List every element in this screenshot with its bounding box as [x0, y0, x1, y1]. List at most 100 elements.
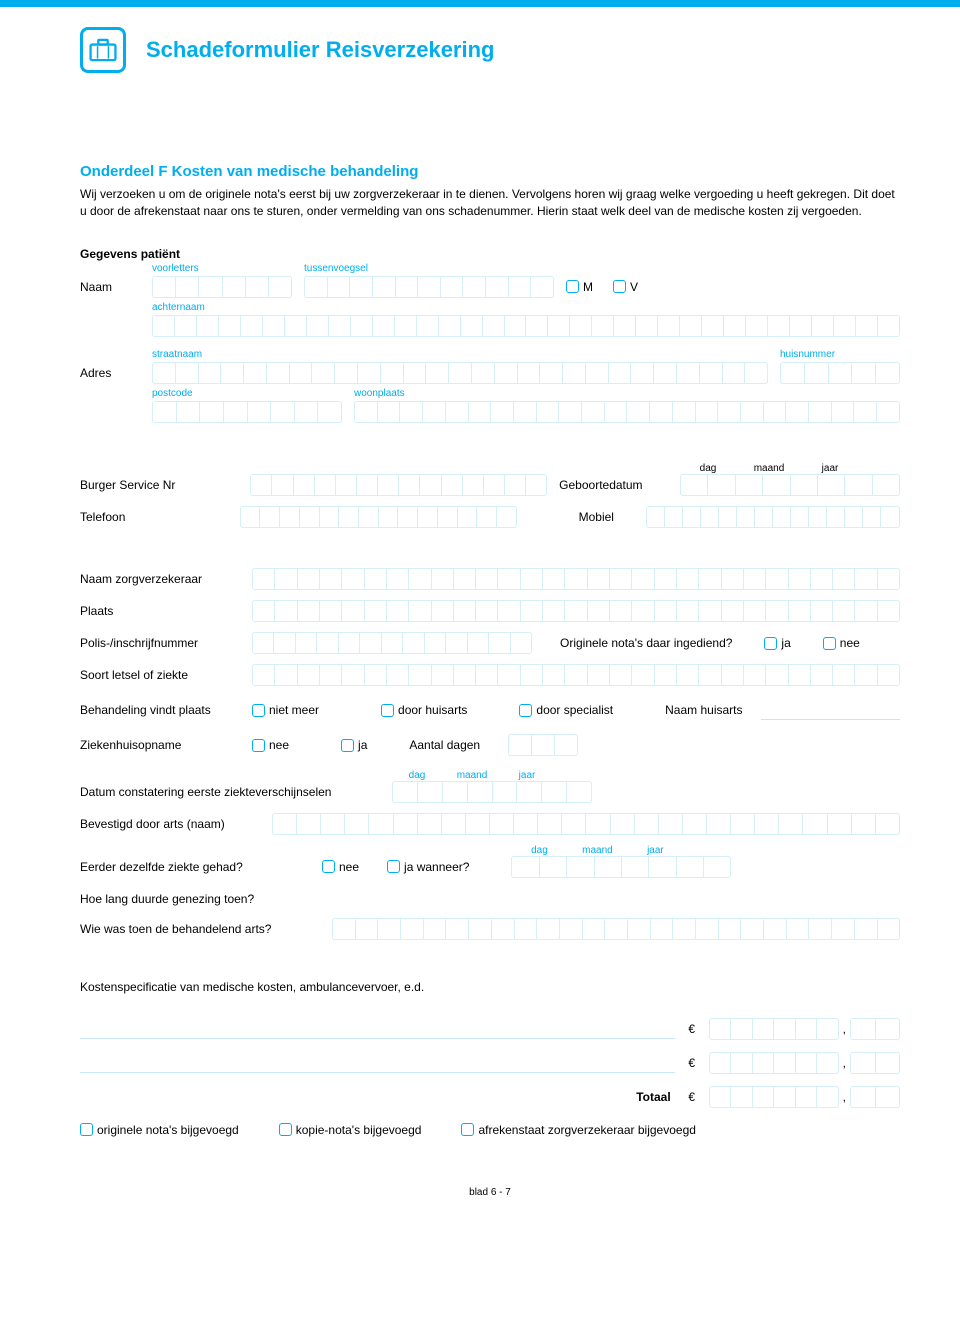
specialist-checkbox[interactable]: [519, 704, 532, 717]
ziekenhuisopname-row: Ziekenhuisopname nee ja Aantal dagen: [80, 734, 900, 756]
opname-nee-checkbox[interactable]: [252, 739, 265, 752]
jaar-label: jaar: [802, 463, 858, 474]
eerder-date-input[interactable]: [511, 856, 731, 878]
kopie-bijgevoegd-checkbox[interactable]: [279, 1123, 292, 1136]
bsn-input[interactable]: [250, 474, 547, 496]
postcode-input[interactable]: [152, 401, 342, 423]
name-row: Naam voorletters tussenvoegsel M V: [80, 263, 900, 298]
eerder-ja-checkbox[interactable]: [387, 860, 400, 873]
telefoon-input[interactable]: [240, 506, 517, 528]
plaats-input[interactable]: [252, 600, 900, 622]
gender-m-label: M: [583, 280, 593, 294]
postcode-row: postcode woonplaats: [80, 388, 900, 423]
achternaam-label: achternaam: [152, 302, 900, 313]
kostenspec-label: Kostenspecificatie van medische kosten, …: [80, 980, 900, 994]
gender-m-checkbox[interactable]: [566, 280, 579, 293]
postcode-label: postcode: [152, 388, 342, 399]
bevestigd-label: Bevestigd door arts (naam): [80, 817, 260, 835]
bsn-row: Burger Service Nr Geboortedatum dagmaand…: [80, 463, 900, 496]
amount-int-1[interactable]: [709, 1018, 839, 1040]
amount-dec-total[interactable]: [850, 1086, 900, 1108]
naam-huisarts-label: Naam huisarts: [665, 703, 742, 717]
wie-arts-input[interactable]: [332, 918, 900, 940]
hoelang-label: Hoe lang duurde genezing toen?: [80, 892, 254, 906]
hoelang-row: Hoe lang duurde genezing toen?: [80, 892, 900, 906]
originele-ingediend-label: Originele nota's daar ingediend?: [560, 636, 732, 650]
specialist-label: door specialist: [536, 703, 613, 717]
aantal-dagen-label: Aantal dagen: [409, 738, 480, 752]
page-footer: blad 6 - 7: [80, 1187, 900, 1198]
naam-huisarts-input[interactable]: [761, 700, 901, 720]
form-title: Schadeformulier Reisverzekering: [146, 37, 494, 63]
polis-input[interactable]: [252, 632, 532, 654]
cost-desc-1[interactable]: [80, 1019, 675, 1039]
afrekenstaat-bijgevoegd-label: afrekenstaat zorgverzekeraar bijgevoegd: [478, 1123, 695, 1137]
soort-letsel-input[interactable]: [252, 664, 900, 686]
voorletters-input[interactable]: [152, 276, 292, 298]
ingediend-ja-checkbox[interactable]: [764, 637, 777, 650]
attachments-row: originele nota's bijgevoegd kopie-nota's…: [80, 1122, 900, 1137]
gender-v-label: V: [630, 280, 638, 294]
zorgverzekeraar-row: Naam zorgverzekeraar: [80, 568, 900, 590]
maand-label-3: maand: [567, 845, 627, 856]
ingediend-nee-checkbox[interactable]: [823, 637, 836, 650]
wie-arts-row: Wie was toen de behandelend arts?: [80, 918, 900, 940]
huisarts-label: door huisarts: [398, 703, 467, 717]
amount-int-2[interactable]: [709, 1052, 839, 1074]
nietmeer-checkbox[interactable]: [252, 704, 265, 717]
bevestigd-row: Bevestigd door arts (naam): [80, 813, 900, 835]
amount-dec-1[interactable]: [850, 1018, 900, 1040]
plaats-row: Plaats: [80, 600, 900, 622]
eerder-row: Eerder dezelfde ziekte gehad? nee ja wan…: [80, 845, 900, 878]
amount-dec-2[interactable]: [850, 1052, 900, 1074]
cost-desc-2[interactable]: [80, 1053, 675, 1073]
soort-letsel-label: Soort letsel of ziekte: [80, 668, 240, 686]
constatering-input[interactable]: [392, 781, 592, 803]
straatnaam-label: straatnaam: [152, 349, 768, 360]
achternaam-row: achternaam: [80, 302, 900, 337]
jaar-label-2: jaar: [502, 770, 552, 781]
telefoon-row: Telefoon Mobiel: [80, 506, 900, 528]
gender-v-checkbox[interactable]: [613, 280, 626, 293]
section-heading: Onderdeel F Kosten van medische behandel…: [80, 163, 900, 180]
mobiel-input[interactable]: [646, 506, 900, 528]
huisnummer-input[interactable]: [780, 362, 900, 384]
originele-bijgevoegd-checkbox[interactable]: [80, 1123, 93, 1136]
tussenvoegsel-input[interactable]: [304, 276, 554, 298]
eerder-nee-checkbox[interactable]: [322, 860, 335, 873]
totaal-label: Totaal: [80, 1090, 675, 1104]
huisnummer-label: huisnummer: [780, 349, 900, 360]
achternaam-input[interactable]: [152, 315, 900, 337]
zorgverzekeraar-input[interactable]: [252, 568, 900, 590]
straatnaam-input[interactable]: [152, 362, 768, 384]
kopie-bijgevoegd-label: kopie-nota's bijgevoegd: [296, 1123, 422, 1137]
geboortedatum-input[interactable]: [680, 474, 900, 496]
euro-3: €: [685, 1090, 699, 1104]
opname-ja-label: ja: [358, 738, 367, 752]
eerder-label: Eerder dezelfde ziekte gehad?: [80, 860, 310, 878]
aantal-dagen-input[interactable]: [508, 734, 578, 756]
header: Schadeformulier Reisverzekering: [80, 27, 900, 73]
woonplaats-label: woonplaats: [354, 388, 900, 399]
eerder-nee-label: nee: [339, 860, 359, 874]
zorgverzekeraar-label: Naam zorgverzekeraar: [80, 572, 240, 590]
eerder-ja-label: ja wanneer?: [404, 860, 469, 874]
name-label: Naam: [80, 280, 140, 298]
geboortedatum-label: Geboortedatum: [559, 478, 668, 496]
intro-text: Wij verzoeken u om de originele nota's e…: [80, 186, 900, 221]
patient-heading: Gegevens patiënt: [80, 247, 900, 261]
afrekenstaat-bijgevoegd-checkbox[interactable]: [461, 1123, 474, 1136]
maand-label-2: maand: [442, 770, 502, 781]
cost-row-1: € ,: [80, 1018, 900, 1040]
huisarts-checkbox[interactable]: [381, 704, 394, 717]
polis-label: Polis-/inschrijfnummer: [80, 636, 240, 650]
nietmeer-label: niet meer: [269, 703, 319, 717]
dag-label-3: dag: [511, 845, 567, 856]
amount-int-total[interactable]: [709, 1086, 839, 1108]
bevestigd-input[interactable]: [272, 813, 900, 835]
top-accent-bar: [0, 0, 960, 7]
polis-row: Polis-/inschrijfnummer Originele nota's …: [80, 632, 900, 654]
opname-ja-checkbox[interactable]: [341, 739, 354, 752]
woonplaats-input[interactable]: [354, 401, 900, 423]
voorletters-label: voorletters: [152, 263, 292, 274]
